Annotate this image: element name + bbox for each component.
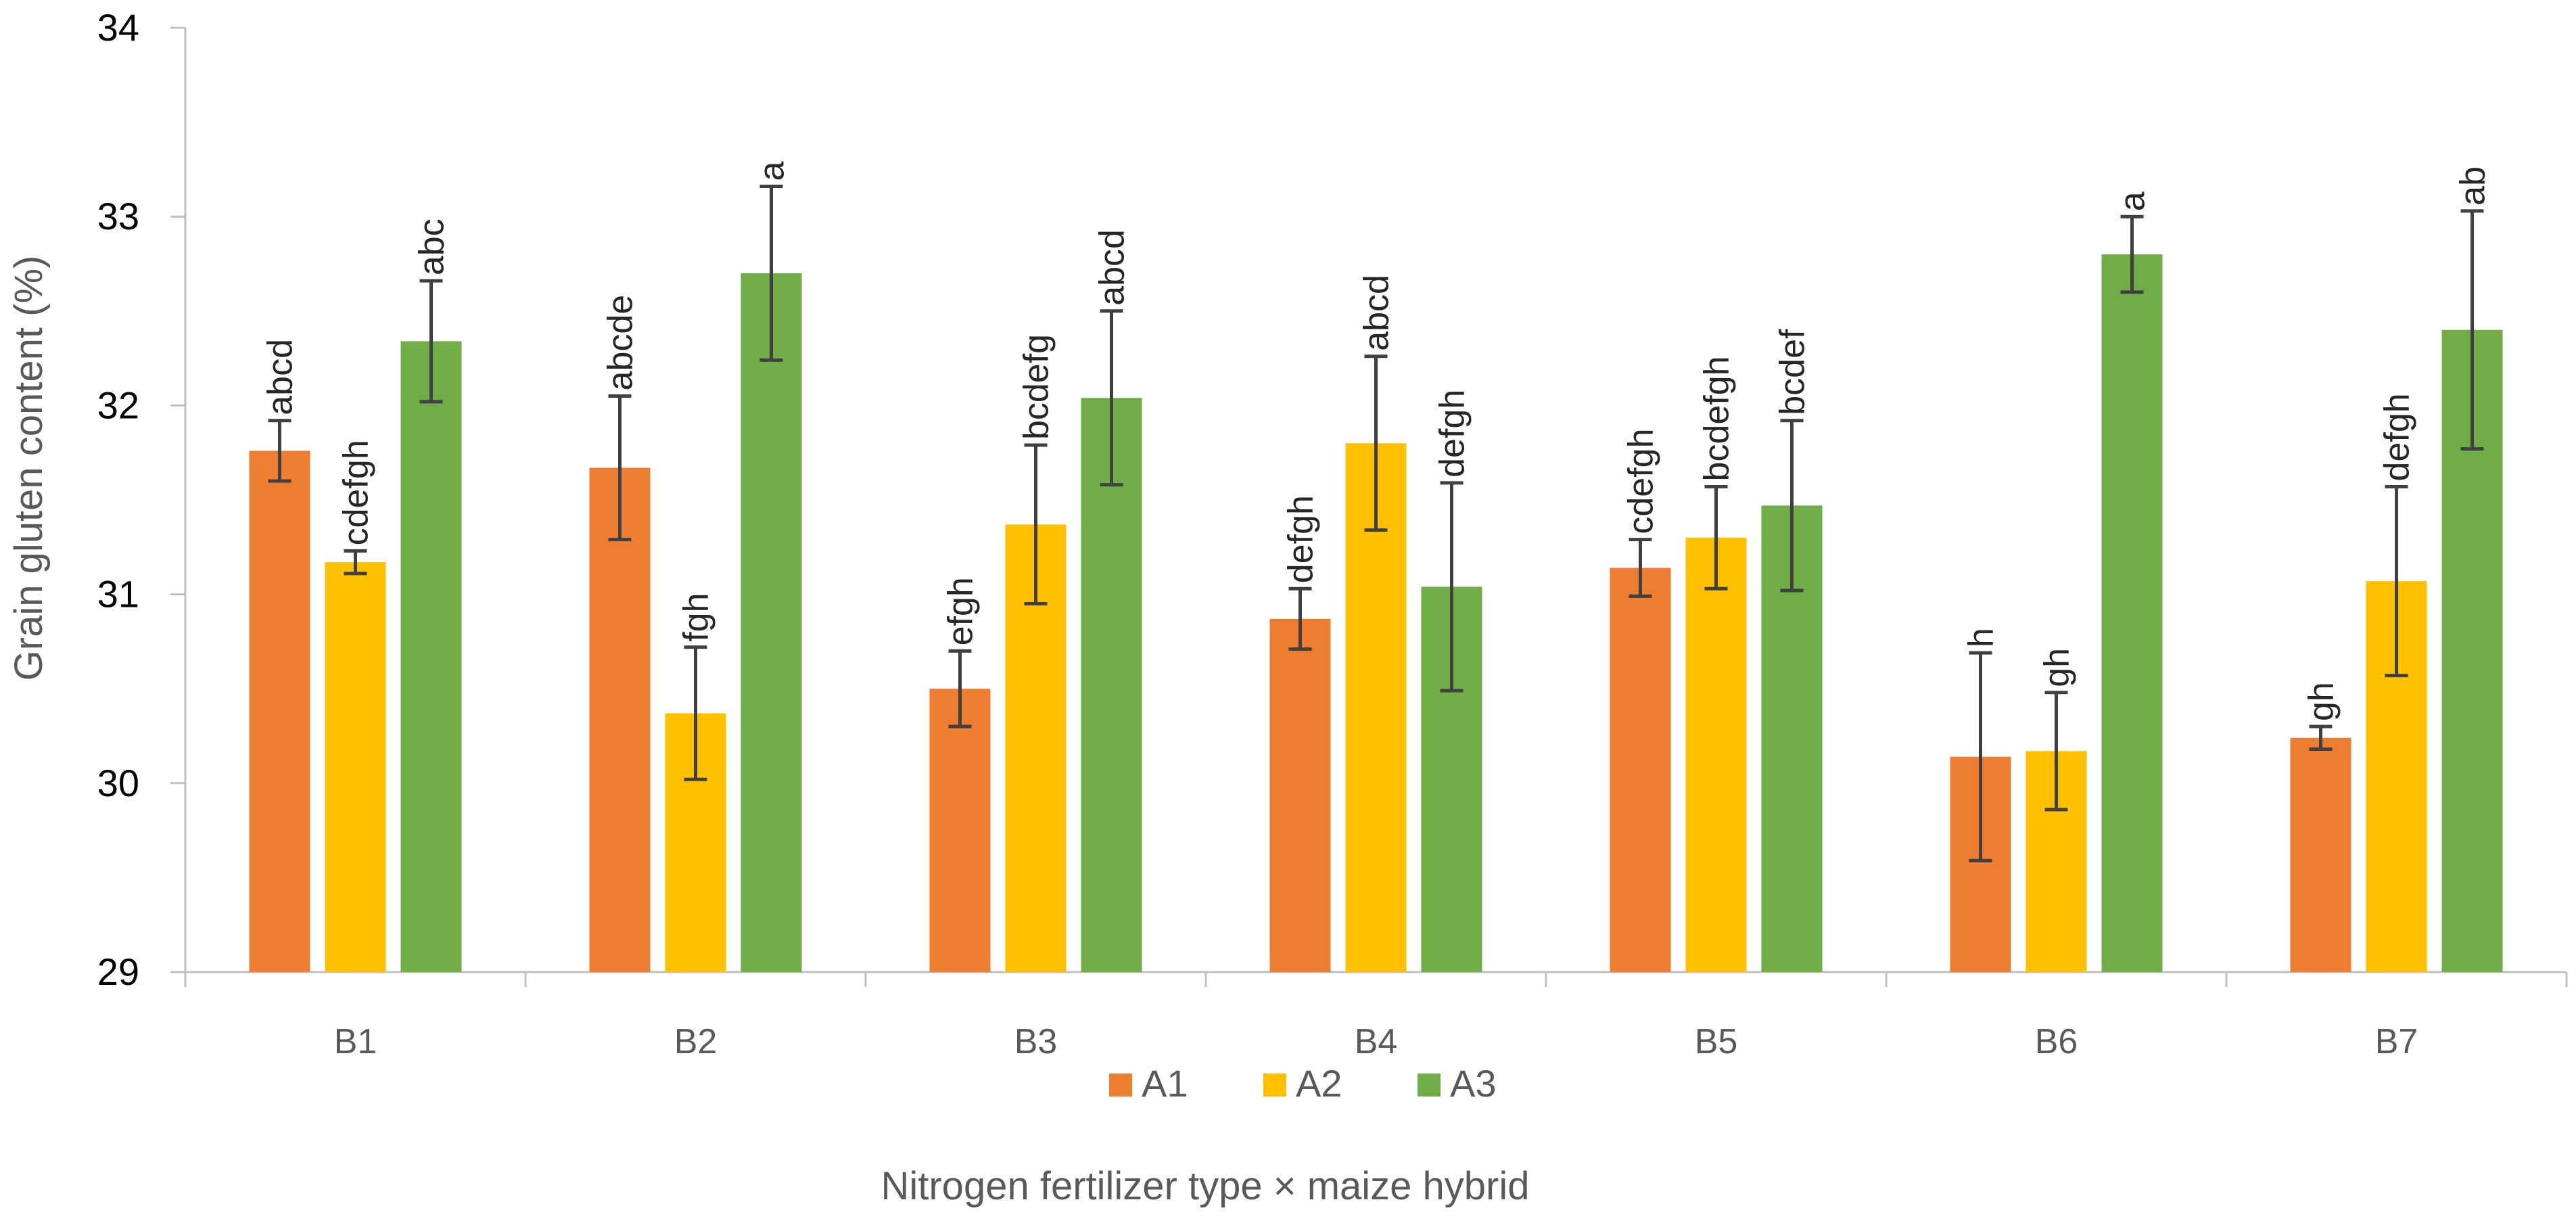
- significance-label: bcdefg: [1017, 334, 1056, 440]
- x-tick-label: B5: [1695, 1022, 1738, 1061]
- bar: [1610, 568, 1671, 972]
- x-tick-label: B3: [1014, 1022, 1058, 1061]
- significance-label: cdefgh: [1622, 428, 1661, 534]
- y-tick-label: 31: [97, 573, 139, 616]
- legend-label: A1: [1142, 1062, 1188, 1105]
- y-tick-label: 32: [97, 384, 139, 426]
- bar: [741, 273, 802, 973]
- x-tick-label: B1: [334, 1022, 377, 1061]
- bar: [1081, 398, 1142, 972]
- significance-label: bcdefgh: [1697, 356, 1737, 481]
- error-bars: [268, 185, 2484, 862]
- significance-label: gh: [2302, 682, 2341, 721]
- significance-label: bcdef: [1773, 329, 1812, 415]
- significance-label: a: [753, 162, 792, 181]
- significance-label: defgh: [1282, 495, 1321, 583]
- significance-label: efgh: [941, 577, 981, 645]
- bar: [929, 689, 991, 972]
- significance-label: abcd: [261, 339, 300, 415]
- bar: [400, 341, 462, 972]
- bar: [589, 467, 651, 972]
- axes: 29 30 31 32 33 34 B1 B2 B3 B4 B5 B6 B7: [97, 6, 2568, 1061]
- y-tick-label: 33: [97, 195, 139, 237]
- bar: [325, 562, 386, 972]
- y-axis-title: Grain gluten content (%): [7, 256, 51, 681]
- bar: [1269, 618, 1331, 972]
- legend-swatch: [1418, 1074, 1441, 1097]
- y-tick-label: 29: [97, 950, 139, 993]
- significance-label: ab: [2454, 166, 2493, 206]
- significance-label: defgh: [1433, 390, 1472, 478]
- x-axis-title: Nitrogen fertilizer type × maize hybrid: [881, 1164, 1529, 1208]
- x-tick-label: B2: [674, 1022, 718, 1061]
- legend: A1 A2 A3: [1109, 1062, 1497, 1105]
- y-tick-label: 34: [97, 6, 139, 49]
- significance-label: h: [1962, 628, 2001, 647]
- bars: [249, 254, 2503, 973]
- legend-swatch: [1109, 1074, 1132, 1097]
- y-tick-label: 30: [97, 762, 139, 804]
- bar: [1685, 537, 1747, 972]
- significance-label: abcd: [1093, 229, 1132, 306]
- legend-label: A2: [1296, 1062, 1342, 1105]
- significance-label: abc: [413, 218, 452, 275]
- x-tick-label: B6: [2035, 1022, 2078, 1061]
- significance-label: cdefgh: [337, 440, 376, 545]
- bar: [2101, 254, 2163, 972]
- x-tick-label: B7: [2375, 1022, 2418, 1061]
- significance-labels: abcd abcde efgh defgh cdefgh h gh cdefgh fgh bcde…: [261, 162, 2493, 722]
- significance-label: abcde: [601, 295, 640, 391]
- significance-label: a: [2113, 191, 2153, 211]
- legend-swatch: [1263, 1074, 1286, 1097]
- x-tick-label: B4: [1355, 1022, 1398, 1061]
- significance-label: gh: [2038, 648, 2077, 687]
- legend-label: A3: [1450, 1062, 1497, 1105]
- significance-label: fgh: [677, 593, 716, 641]
- significance-label: defgh: [2378, 393, 2417, 481]
- bar: [249, 451, 310, 972]
- significance-label: abcd: [1357, 275, 1397, 351]
- bar: [2290, 737, 2351, 972]
